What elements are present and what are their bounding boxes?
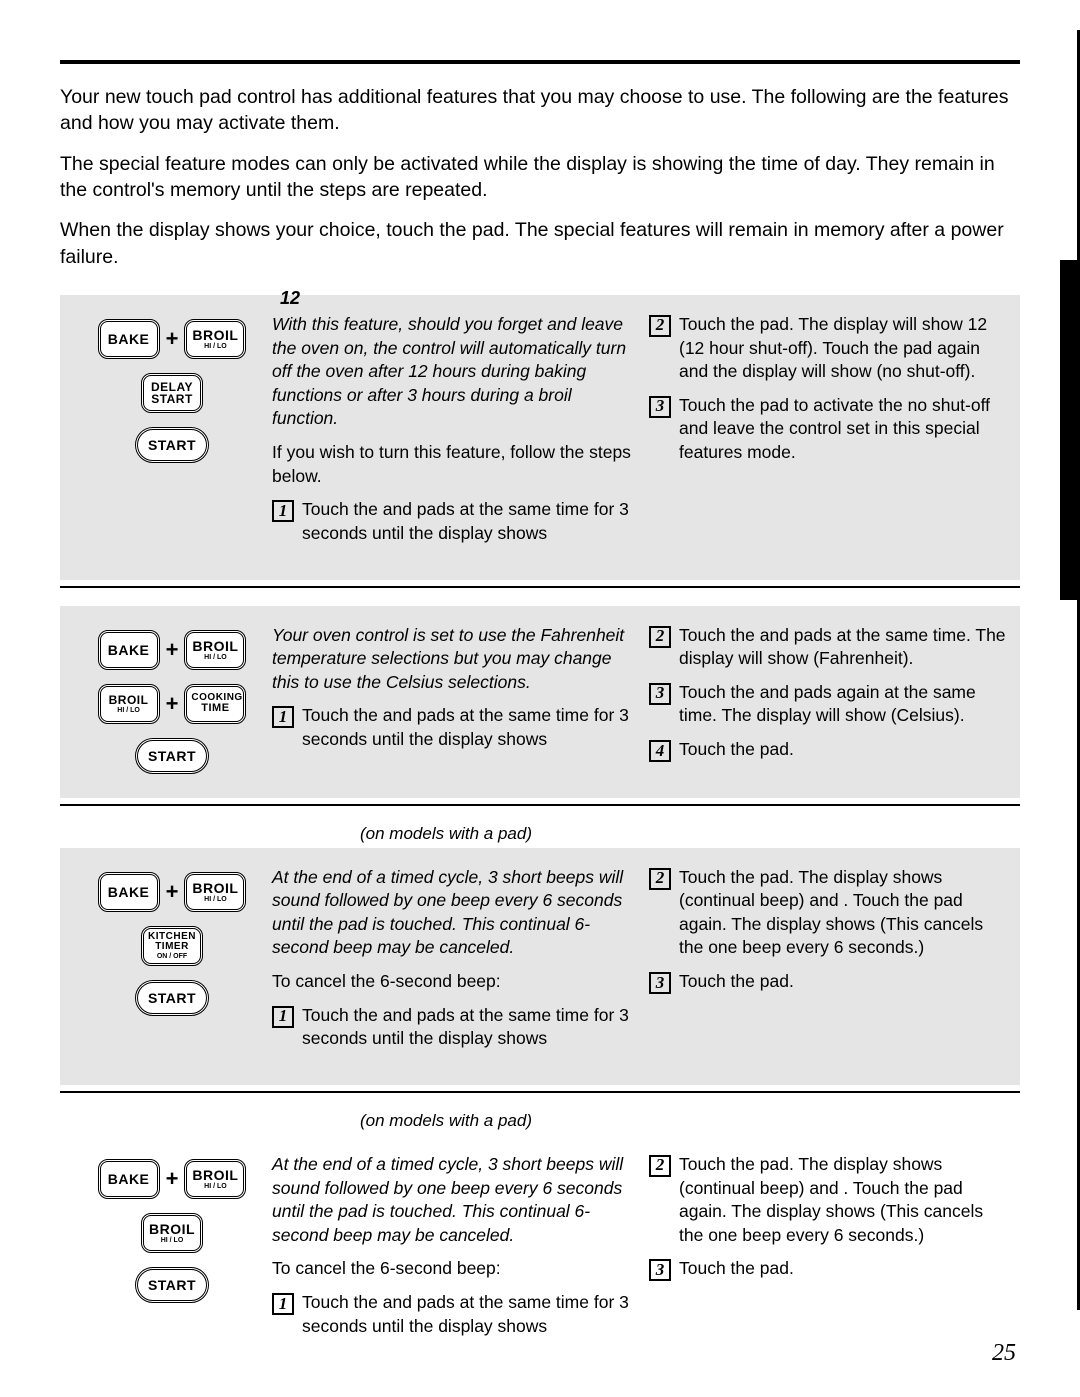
bake-button: BAKE — [98, 319, 160, 359]
cooking-time-button: COOKINGTIME — [184, 684, 246, 724]
section4-step2: Touch the pad. The display shows (contin… — [679, 1153, 1008, 1248]
step-number-2: 2 — [649, 626, 671, 648]
intro-p3: When the display shows your choice, touc… — [60, 217, 1020, 270]
broil-button: BROILHI / LO — [184, 872, 246, 912]
step-number-1: 1 — [272, 500, 294, 522]
section1-buttons: BAKE + BROILHI / LO DELAYSTART START — [72, 313, 272, 556]
start-button: START — [135, 427, 209, 463]
section1-step2: Touch the pad. The display will show 12 … — [679, 313, 1008, 384]
section2-step2: Touch the and pads at the same time. The… — [679, 624, 1008, 671]
start-button: START — [135, 980, 209, 1016]
section4-step1: Touch the and pads at the same time for … — [302, 1291, 631, 1338]
section-divider — [60, 1091, 1020, 1093]
plus-icon: + — [166, 326, 179, 352]
section-beep-kitchen: (on models with a pad) BAKE + BROILHI / … — [60, 824, 1020, 1093]
section-fahrenheit: BAKE + BROILHI / LO BROILHI / LO + COOKI… — [60, 606, 1020, 806]
section2-step3: Touch the and pads again at the same tim… — [679, 681, 1008, 728]
intro-p1: Your new touch pad control has additiona… — [60, 84, 1020, 137]
plus-icon: + — [166, 637, 179, 663]
step-number-2: 2 — [649, 315, 671, 337]
section1-step1: Touch the and pads at the same time for … — [302, 498, 631, 545]
start-button: START — [135, 1267, 209, 1303]
section4-step3: Touch the pad. — [679, 1257, 1008, 1281]
broil-button: BROILHI / LO — [141, 1213, 203, 1253]
section4-subhead: (on models with a pad) — [60, 1111, 1020, 1131]
section3-subhead: (on models with a pad) — [60, 824, 1020, 844]
section1-line: If you wish to turn this feature, follow… — [272, 441, 631, 488]
section4-buttons: BAKE + BROILHI / LO BROILHI / LO START — [72, 1153, 272, 1348]
section-divider — [60, 586, 1020, 588]
step-number-1: 1 — [272, 1006, 294, 1028]
section2-step4: Touch the pad. — [679, 738, 1008, 762]
broil-button: BROILHI / LO — [98, 684, 160, 724]
section3-desc: At the end of a timed cycle, 3 short bee… — [272, 866, 631, 961]
section2-desc: Your oven control is set to use the Fahr… — [272, 624, 631, 695]
section-beep-broil: (on models with a pad) BAKE + BROILHI / … — [60, 1111, 1020, 1372]
section2-buttons: BAKE + BROILHI / LO BROILHI / LO + COOKI… — [72, 624, 272, 774]
step-number-4: 4 — [649, 740, 671, 762]
top-rule — [60, 60, 1020, 64]
section3-step1: Touch the and pads at the same time for … — [302, 1004, 631, 1051]
section-divider — [60, 804, 1020, 806]
start-button: START — [135, 738, 209, 774]
intro-p2: The special feature modes can only be ac… — [60, 151, 1020, 204]
section-12hr: 12 BAKE + BROILHI / LO DELAYSTART START … — [60, 288, 1020, 588]
broil-button: BROILHI / LO — [184, 1159, 246, 1199]
bake-button: BAKE — [98, 630, 160, 670]
section4-desc: At the end of a timed cycle, 3 short bee… — [272, 1153, 631, 1248]
delay-start-button: DELAYSTART — [141, 373, 203, 413]
section3-step2: Touch the pad. The display shows (contin… — [679, 866, 1008, 961]
step-number-3: 3 — [649, 972, 671, 994]
section1-step3: Touch the pad to activate the no shut-of… — [679, 394, 1008, 465]
section3-line: To cancel the 6-second beep: — [272, 970, 631, 994]
broil-button: BROILHI / LO — [184, 630, 246, 670]
section2-step1: Touch the and pads at the same time for … — [302, 704, 631, 751]
section3-step3: Touch the pad. — [679, 970, 1008, 994]
plus-icon: + — [166, 879, 179, 905]
bake-button: BAKE — [98, 872, 160, 912]
section4-line: To cancel the 6-second beep: — [272, 1257, 631, 1281]
step-number-3: 3 — [649, 683, 671, 705]
side-tab — [1060, 260, 1080, 600]
step-number-1: 1 — [272, 1293, 294, 1315]
bake-button: BAKE — [98, 1159, 160, 1199]
step-number-3: 3 — [649, 396, 671, 418]
section1-desc: With this feature, should you forget and… — [272, 313, 631, 431]
step-number-2: 2 — [649, 868, 671, 890]
plus-icon: + — [166, 691, 179, 717]
page-number: 25 — [992, 1340, 1016, 1367]
page-content: Your new touch pad control has additiona… — [60, 60, 1020, 1372]
intro-text: Your new touch pad control has additiona… — [60, 84, 1020, 270]
broil-button: BROILHI / LO — [184, 319, 246, 359]
section3-buttons: BAKE + BROILHI / LO KITCHENTIMERON / OFF… — [72, 866, 272, 1061]
section1-title: 12 — [280, 288, 300, 309]
step-number-3: 3 — [649, 1259, 671, 1281]
plus-icon: + — [166, 1166, 179, 1192]
step-number-1: 1 — [272, 706, 294, 728]
kitchen-timer-button: KITCHENTIMERON / OFF — [141, 926, 203, 966]
step-number-2: 2 — [649, 1155, 671, 1177]
